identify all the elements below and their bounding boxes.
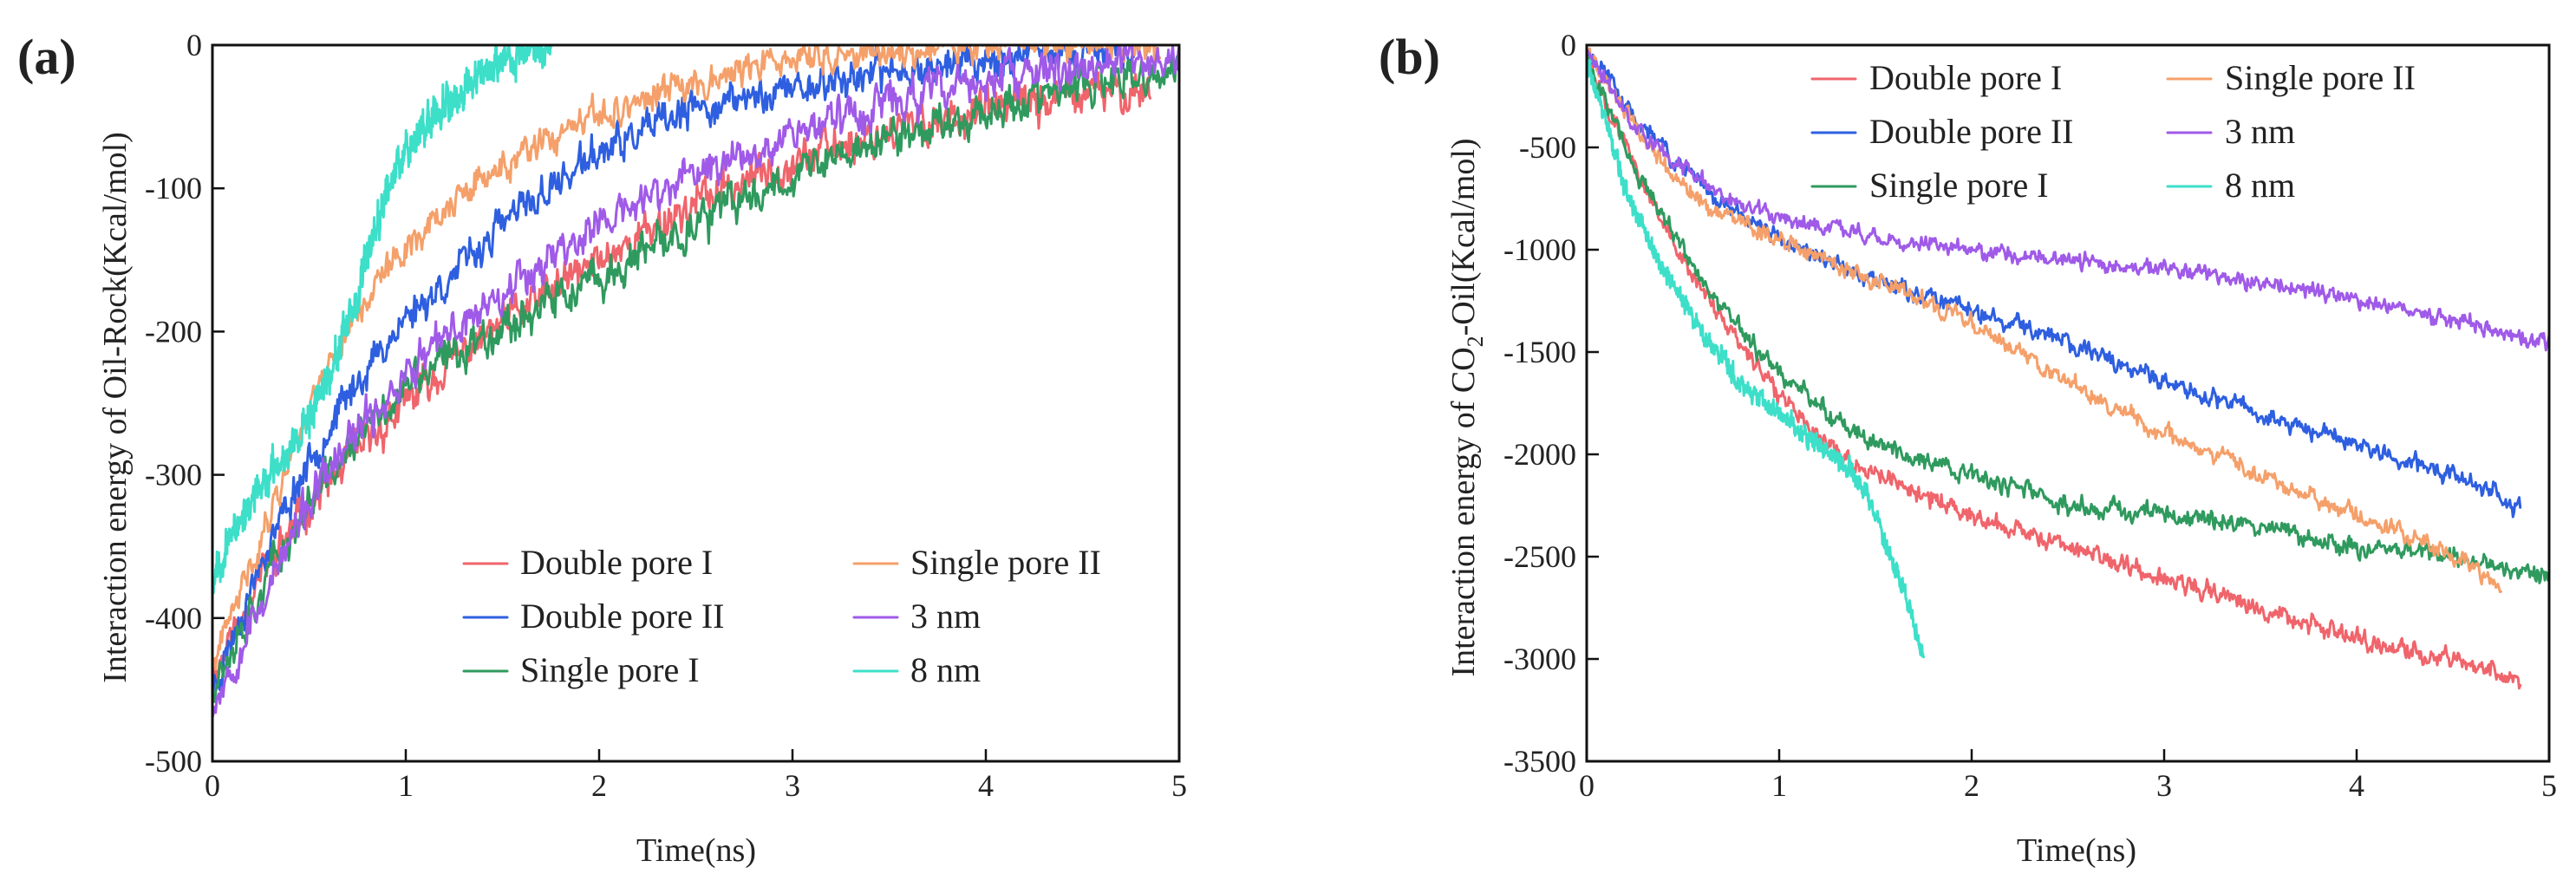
series-line-8-nm — [212, 45, 552, 595]
series-line-double-pore-ii — [212, 45, 1151, 700]
panel-b-x-axis-title: Time(ns) — [2017, 832, 2136, 869]
panel-a-y-tick-label: 0 — [186, 28, 202, 62]
panel-b-y-tick-label: -3500 — [1503, 744, 1576, 779]
legend-label-double-pore-i: Double pore I — [520, 543, 713, 582]
panel-a-y-axis-title: Interaction energy of Oil-Rock(Kcal/mol) — [97, 132, 134, 683]
panel-a-label: (a) — [17, 29, 76, 85]
series-line-single-pore-ii — [1587, 47, 2502, 593]
legend-label-8-nm: 8 nm — [2225, 166, 2295, 205]
panel-a-y-tick-label: -400 — [145, 601, 202, 636]
panel-b-y-tick-label: -500 — [1519, 130, 1576, 165]
panel-a-y-tick-labels: 0 -100 -200 -300 -400 -500 — [145, 28, 202, 779]
legend-label-double-pore-i: Double pore I — [1869, 58, 2062, 97]
panel-b-series-group — [1587, 47, 2549, 690]
panel-b-label: (b) — [1379, 29, 1440, 85]
panel-b-y-axis-title-prefix: Interaction energy of CO — [1445, 347, 1482, 676]
panel-b-x-tick-labels: 0 1 2 3 4 5 — [1579, 768, 2557, 803]
panel-b-x-tick-label: 3 — [2156, 768, 2172, 803]
panel-a-x-tick-label: 4 — [978, 768, 994, 803]
panel-b-y-axis-title-suffix: -Oil(Kcal/mol) — [1445, 138, 1482, 336]
panel-b: (b) Interaction energy of CO2-Oil(Kcal/m… — [1379, 28, 2557, 869]
series-line-3-nm — [212, 45, 1179, 720]
panel-b-y-tick-label: -3000 — [1503, 642, 1576, 676]
legend-label-3-nm: 3 nm — [2225, 112, 2295, 151]
panel-b-x-tick-label: 2 — [1964, 768, 1979, 803]
panel-a-x-tick-label: 1 — [398, 768, 414, 803]
panel-a-plot-frame — [211, 43, 1181, 763]
panel-a-y-tick-label: -300 — [145, 458, 202, 492]
legend-label-double-pore-ii: Double pore II — [1869, 112, 2073, 151]
panel-b-y-tick-label: -2000 — [1503, 437, 1576, 472]
panel-b-y-axis-title: Interaction energy of CO2-Oil(Kcal/mol) — [1445, 138, 1488, 676]
panel-b-x-tick-label: 0 — [1579, 768, 1595, 803]
legend-label-3-nm: 3 nm — [910, 597, 981, 636]
legend-label-single-pore-ii: Single pore II — [910, 543, 1101, 582]
panel-b-x-tick-label: 4 — [2349, 768, 2364, 803]
panel-a-y-tick-label: -500 — [145, 744, 202, 779]
panel-a-x-tick-label: 0 — [205, 768, 220, 803]
panel-b-y-axis-title-subscript: 2 — [1463, 336, 1488, 347]
panel-b-x-tick-label: 5 — [2541, 768, 2557, 803]
series-line-single-pore-i — [1587, 54, 2549, 584]
legend-label-single-pore-i: Single pore I — [1869, 166, 2049, 205]
legend-label-8-nm: 8 nm — [910, 650, 981, 689]
panel-b-y-tick-label: 0 — [1561, 28, 1576, 62]
legend-label-single-pore-i: Single pore I — [520, 650, 700, 689]
panel-a-y-tick-label: -100 — [145, 171, 202, 205]
panel-a-x-tick-labels: 0 1 2 3 4 5 — [205, 768, 1187, 803]
series-line-double-pore-ii — [1587, 49, 2522, 519]
panel-a-series-group — [212, 45, 1179, 720]
panel-a-x-tick-label: 5 — [1171, 768, 1187, 803]
panel-b-y-tick-label: -2500 — [1503, 539, 1576, 574]
legend-label-double-pore-ii: Double pore II — [520, 597, 724, 636]
panel-b-x-tick-label: 1 — [1771, 768, 1787, 803]
panel-a-legend: Double pore I Double pore II Single pore… — [462, 543, 1101, 689]
series-line-double-pore-i — [1587, 53, 2522, 690]
panel-a-y-tick-label: -200 — [145, 314, 202, 349]
panel-b-y-tick-label: -1000 — [1503, 232, 1576, 267]
series-line-3-nm — [1587, 48, 2549, 352]
panel-b-y-tick-label: -1500 — [1503, 335, 1576, 369]
legend-label-single-pore-ii: Single pore II — [2225, 58, 2416, 97]
panel-b-legend: Double pore I Double pore II Single pore… — [1810, 58, 2416, 205]
panel-a-x-tick-label: 3 — [785, 768, 800, 803]
series-line-8-nm — [1587, 58, 1925, 659]
panel-a-x-tick-label: 2 — [591, 768, 607, 803]
series-line-single-pore-ii — [212, 45, 1162, 671]
panel-a-x-axis-title: Time(ns) — [636, 832, 756, 869]
panel-a: (a) Interaction energy of Oil-Rock(Kcal/… — [17, 28, 1187, 869]
panel-b-plot-frame — [1585, 43, 2551, 763]
panel-b-y-tick-labels: 0 -500 -1000 -1500 -2000 -2500 -3000 -35… — [1503, 28, 1576, 779]
